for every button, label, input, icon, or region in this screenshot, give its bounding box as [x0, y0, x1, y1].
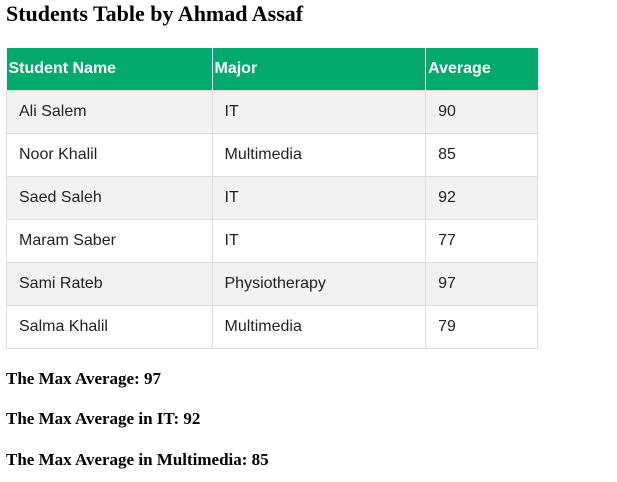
- cell-average: 85: [425, 132, 538, 177]
- table-row: Ali Salem IT 90: [6, 89, 538, 134]
- cell-major: IT: [211, 89, 427, 134]
- table-row: Saed Saleh IT 92: [6, 175, 538, 220]
- max-average-summary: The Max Average: 97: [6, 369, 162, 388]
- cell-major: Physiotherapy: [211, 261, 427, 306]
- page-title: Students Table by Ahmad Assaf: [6, 1, 304, 26]
- cell-average: 77: [425, 218, 538, 263]
- cell-student-name: Salma Khalil: [6, 304, 213, 349]
- cell-student-name: Ali Salem: [6, 89, 213, 134]
- table-row: Salma Khalil Multimedia 79: [6, 304, 538, 349]
- cell-student-name: Sami Rateb: [6, 261, 213, 306]
- cell-average: 90: [425, 89, 538, 134]
- table-header: Student Name Major Average: [6, 48, 538, 90]
- cell-student-name: Saed Saleh: [6, 175, 213, 220]
- cell-student-name: Maram Saber: [6, 218, 213, 263]
- cell-average: 97: [425, 261, 538, 306]
- table-row: Sami Rateb Physiotherapy 97: [6, 261, 538, 306]
- column-header-student-name: Student Name: [6, 48, 213, 90]
- cell-major: IT: [211, 175, 427, 220]
- cell-major: IT: [211, 218, 427, 263]
- cell-major: Multimedia: [211, 304, 427, 349]
- table-row: Maram Saber IT 77: [6, 218, 538, 263]
- cell-average: 92: [425, 175, 538, 220]
- table-row: Noor Khalil Multimedia 85: [6, 132, 538, 177]
- max-average-it-summary: The Max Average in IT: 92: [6, 409, 201, 428]
- column-header-major: Major: [211, 48, 427, 90]
- table-header-row: Student Name Major Average: [6, 48, 538, 90]
- cell-student-name: Noor Khalil: [6, 132, 213, 177]
- students-table: Student Name Major Average Ali Salem IT …: [6, 48, 538, 349]
- max-average-multimedia-summary: The Max Average in Multimedia: 85: [6, 450, 269, 469]
- table-body: Ali Salem IT 90 Noor Khalil Multimedia 8…: [6, 89, 538, 349]
- cell-average: 79: [425, 304, 538, 349]
- column-header-average: Average: [425, 48, 538, 90]
- cell-major: Multimedia: [211, 132, 427, 177]
